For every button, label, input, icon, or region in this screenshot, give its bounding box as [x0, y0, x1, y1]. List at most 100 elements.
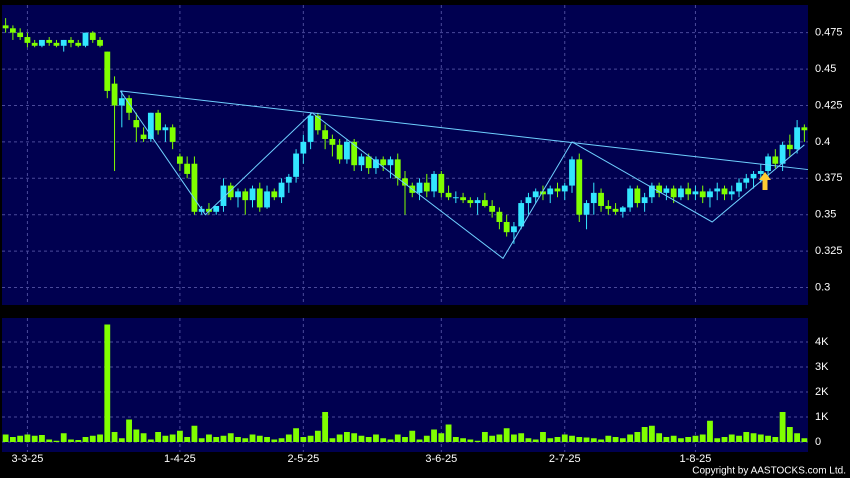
candle-body	[474, 200, 481, 204]
candle-body	[757, 171, 764, 174]
candle-body	[46, 39, 53, 43]
candle-body	[249, 188, 256, 201]
candle-body	[89, 32, 96, 40]
volume-bar	[460, 438, 466, 442]
volume-bar	[561, 434, 568, 442]
volume-bar	[24, 434, 31, 442]
candle-body	[728, 191, 735, 195]
candle-body	[786, 144, 793, 150]
signal-arrow	[759, 172, 771, 190]
volume-bar	[663, 437, 670, 442]
candle-body	[104, 51, 111, 91]
x-tick-label: 3-3-25	[12, 453, 44, 465]
volume-bar	[227, 433, 234, 442]
volume-bar	[75, 440, 82, 442]
volume-bar	[648, 425, 655, 442]
candle-body	[17, 32, 24, 38]
candle-body	[278, 182, 285, 198]
candle-body	[126, 98, 132, 113]
volume-bar	[794, 433, 801, 442]
candle-body	[60, 39, 67, 46]
volume-bar	[206, 434, 212, 442]
candle-body	[532, 191, 539, 198]
volume-bar	[147, 439, 154, 442]
volume-bar	[380, 438, 387, 442]
candle-body	[721, 188, 728, 195]
volume-bar	[169, 434, 176, 442]
volume-bar	[423, 435, 430, 442]
candle-body	[634, 188, 641, 204]
volume-bar	[438, 433, 445, 442]
candle-body	[554, 188, 561, 192]
candle-body	[31, 42, 38, 46]
volume-bar	[445, 424, 452, 442]
candle-body	[220, 185, 227, 206]
candle-body	[75, 42, 82, 46]
candle-body	[656, 185, 663, 193]
volume-bar	[249, 434, 256, 442]
volume-bar	[750, 433, 757, 442]
volume-bar	[387, 439, 394, 442]
volume-bar	[714, 438, 721, 442]
volume-bar	[532, 439, 539, 442]
volume-bar	[2, 434, 9, 442]
volume-bar	[336, 434, 343, 442]
volume-bar	[467, 439, 474, 442]
volume-bar	[736, 435, 742, 442]
volume-bar	[779, 412, 786, 442]
volume-bar	[554, 437, 561, 442]
y-tick-label: 0.425	[815, 99, 843, 111]
volume-bar	[576, 437, 583, 442]
candle-body	[162, 127, 169, 131]
volume-bar	[307, 435, 314, 442]
volume-bar	[89, 435, 96, 442]
volume-bar	[590, 438, 597, 442]
candle-body	[503, 221, 510, 233]
price-panel	[2, 5, 808, 305]
volume-bar	[293, 428, 299, 442]
candle-body	[452, 197, 459, 199]
candle-body	[213, 205, 220, 212]
candle-body	[169, 127, 176, 142]
volume-bar	[641, 427, 648, 442]
y-tick-label: 0.375	[815, 172, 843, 184]
candle-body	[445, 192, 452, 198]
candle-body	[387, 159, 394, 166]
volume-tick-label: 0	[815, 436, 821, 448]
volume-bar	[765, 435, 771, 442]
volume-bar	[242, 438, 249, 442]
candle-body	[707, 191, 713, 198]
volume-bar	[627, 434, 634, 442]
candle-body	[423, 182, 430, 192]
volume-bar	[489, 435, 496, 442]
volume-bar	[344, 432, 350, 442]
volume-tick-label: 3K	[815, 361, 829, 373]
volume-bar	[39, 435, 45, 442]
candle-body	[82, 32, 89, 46]
volume-bar	[496, 434, 503, 442]
volume-bar	[31, 435, 38, 442]
volume-bar	[191, 425, 198, 442]
volume-tick-label: 4K	[815, 336, 829, 348]
x-tick-label: 2-5-25	[287, 453, 319, 465]
volume-bar	[678, 438, 684, 442]
volume-bar	[402, 437, 408, 442]
volume-bar	[220, 435, 227, 442]
volume-bar	[256, 435, 263, 442]
volume-bar	[126, 419, 132, 442]
candle-body	[314, 115, 321, 131]
volume-bar	[605, 435, 612, 442]
candle-body	[794, 127, 801, 150]
volume-bar	[264, 437, 270, 442]
volume-bar	[60, 433, 67, 442]
candle-body	[750, 173, 757, 179]
candle-body	[714, 188, 721, 192]
copyright: Copyright by AASTOCKS.com Ltd.	[692, 466, 846, 477]
candle-body	[191, 163, 198, 212]
volume-bar	[743, 432, 750, 442]
candle-body	[97, 39, 103, 46]
volume-bar	[176, 430, 183, 442]
volume-bar	[431, 429, 437, 442]
volume-bar	[300, 437, 307, 442]
candle-body	[736, 182, 742, 192]
